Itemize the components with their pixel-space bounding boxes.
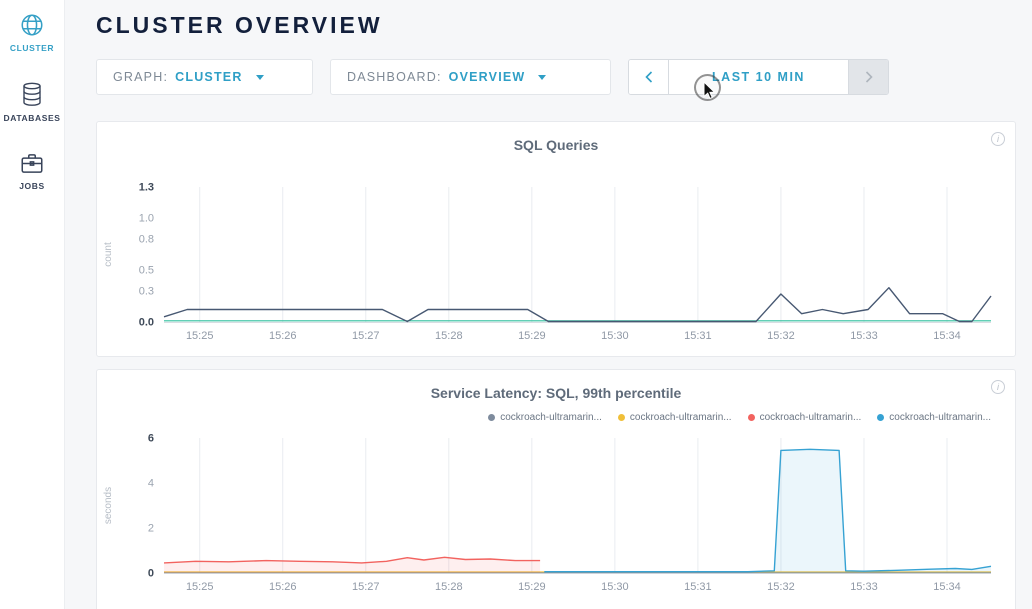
svg-text:seconds: seconds (103, 487, 114, 524)
svg-text:2: 2 (148, 523, 154, 535)
sql-queries-panel: SQL Queries i 15:25 15:26 15:27 15:28 15:29 1… (96, 121, 1016, 357)
sidebar: CLUSTER DATABASES JOBS (0, 0, 65, 609)
svg-text:15:31: 15:31 (684, 330, 712, 342)
main-content: CLUSTER OVERVIEW GRAPH: CLUSTER DASHBOAR… (65, 0, 1032, 609)
time-window-selector: LAST 10 MIN (628, 59, 889, 95)
svg-text:15:25: 15:25 (186, 581, 214, 593)
latency-chart-legend: cockroach-ultramarin... cockroach-ultrama… (97, 410, 1015, 424)
legend-label: cockroach-ultramarin... (500, 411, 602, 423)
svg-text:count: count (103, 242, 114, 267)
dashboard-dropdown-value: OVERVIEW (448, 70, 526, 84)
svg-text:15:32: 15:32 (767, 581, 795, 593)
graph-dropdown[interactable]: GRAPH: CLUSTER (96, 59, 313, 95)
legend-dot-icon (617, 413, 625, 421)
graph-dropdown-label: GRAPH: (113, 70, 169, 84)
legend-dot-icon (877, 413, 885, 421)
time-window-prev-button[interactable] (629, 60, 669, 94)
service-latency-chart: 15:25 15:26 15:27 15:28 15:29 15:30 15:31 15:32… (103, 434, 992, 593)
time-window-next-button[interactable] (848, 60, 888, 94)
dashboard-dropdown[interactable]: DASHBOARD: OVERVIEW (330, 59, 611, 95)
legend-label: cockroach-ultramarin... (759, 411, 862, 423)
jobs-icon (21, 154, 43, 173)
info-icon[interactable]: i (991, 132, 1005, 146)
svg-text:15:33: 15:33 (850, 581, 878, 593)
sidebar-item-label: DATABASES (3, 113, 61, 123)
svg-text:0.0: 0.0 (139, 317, 154, 329)
info-icon[interactable]: i (991, 380, 1005, 394)
time-window-label[interactable]: LAST 10 MIN (712, 70, 805, 84)
svg-text:1.3: 1.3 (139, 182, 154, 194)
page-title: CLUSTER OVERVIEW (96, 12, 383, 38)
legend-dot-icon (747, 413, 755, 421)
chart-title: Service Latency: SQL, 99th percentile (430, 385, 682, 401)
svg-text:0: 0 (148, 568, 154, 580)
legend-item[interactable]: cockroach-ultramarin... (747, 411, 862, 423)
svg-text:1.0: 1.0 (139, 213, 154, 225)
chart-title: SQL Queries (513, 137, 599, 153)
svg-text:4: 4 (148, 478, 154, 490)
svg-text:0.5: 0.5 (139, 265, 154, 277)
legend-label: cockroach-ultramarin... (889, 411, 991, 423)
sidebar-item-label: JOBS (19, 181, 45, 191)
chevron-down-icon (255, 74, 264, 80)
svg-text:0.8: 0.8 (139, 233, 154, 245)
svg-text:15:27: 15:27 (352, 581, 380, 593)
sidebar-item-label: CLUSTER (9, 43, 55, 53)
svg-text:15:26: 15:26 (269, 330, 297, 342)
svg-text:15:29: 15:29 (518, 330, 546, 342)
svg-text:15:28: 15:28 (435, 330, 463, 342)
svg-text:15:27: 15:27 (352, 330, 380, 342)
databases-icon (23, 82, 41, 106)
svg-text:15:25: 15:25 (186, 330, 214, 342)
legend-item[interactable]: cockroach-ultramarin... (617, 411, 732, 423)
legend-item[interactable]: cockroach-ultramarin... (877, 412, 991, 423)
svg-text:0.3: 0.3 (139, 285, 154, 297)
svg-text:15:33: 15:33 (850, 330, 878, 342)
service-latency-panel: Service Latency: SQL, 99th percentile i … (96, 369, 1016, 609)
controls-bar: GRAPH: CLUSTER DASHBOARD: OVERVIEW LAST … (96, 59, 1032, 95)
svg-text:15:34: 15:34 (933, 330, 961, 342)
svg-text:6: 6 (148, 434, 154, 445)
sidebar-item-cluster[interactable]: CLUSTER (10, 12, 54, 53)
legend-dot-icon (488, 413, 496, 421)
legend-label: cockroach-ultramarin... (629, 411, 732, 423)
sidebar-item-databases[interactable]: DATABASES (3, 81, 60, 123)
svg-text:15:30: 15:30 (601, 581, 629, 593)
chevron-right-icon (865, 71, 873, 83)
sql-queries-chart: 15:25 15:26 15:27 15:28 15:29 15:30 15:31 15:32… (103, 182, 992, 342)
dashboard-dropdown-label: DASHBOARD: (347, 70, 442, 84)
svg-text:15:29: 15:29 (518, 581, 546, 593)
chevron-down-icon (538, 74, 547, 80)
graph-dropdown-value: CLUSTER (175, 70, 243, 84)
svg-text:15:30: 15:30 (601, 330, 629, 342)
globe-icon (21, 14, 43, 36)
sidebar-item-jobs[interactable]: JOBS (19, 151, 45, 191)
legend-item[interactable]: cockroach-ultramarin... (488, 412, 602, 423)
chevron-left-icon (644, 71, 652, 83)
svg-text:15:26: 15:26 (269, 581, 297, 593)
svg-text:15:34: 15:34 (933, 581, 961, 593)
svg-text:15:28: 15:28 (435, 581, 463, 593)
svg-text:15:31: 15:31 (684, 581, 712, 593)
svg-text:15:32: 15:32 (767, 330, 795, 342)
